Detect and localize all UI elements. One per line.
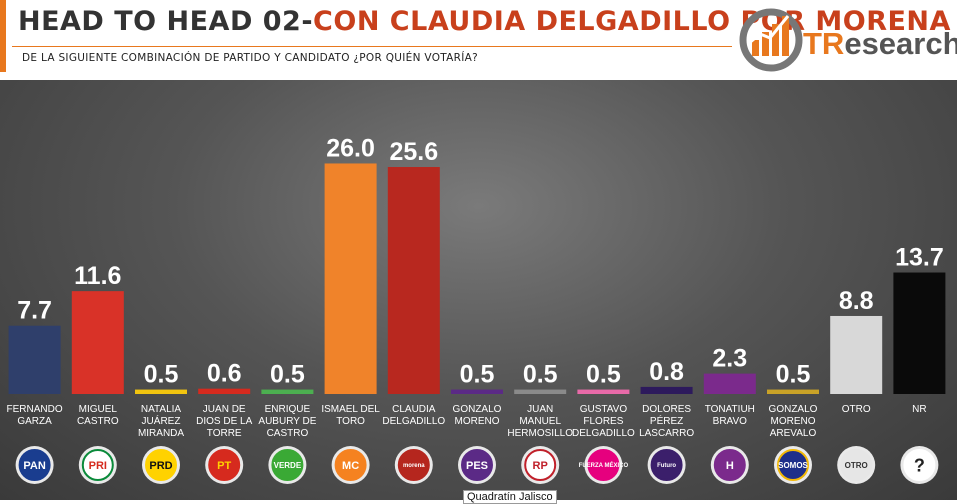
svg-text:PAN: PAN xyxy=(23,460,45,472)
party-logo-icon: PAN xyxy=(15,446,54,484)
party-logo-icon: SOMOS xyxy=(774,446,812,484)
title-divider xyxy=(12,46,732,47)
party-logo-icon: H xyxy=(710,446,749,484)
party-logo-icon: morena xyxy=(394,446,433,484)
tresearch-logo: TResearch xyxy=(738,4,957,74)
bar-6 xyxy=(324,163,377,394)
chart-title: HEAD TO HEAD 02-CON CLAUDIA DELGADILLO P… xyxy=(18,6,951,37)
bar-chart: 7.7 FERNANDO GARZA PAN 11.6 MIGUEL CASTRO PRI 0.… xyxy=(7,134,946,484)
svg-text:?: ? xyxy=(914,455,925,475)
bar-7 xyxy=(387,167,440,394)
svg-text:H: H xyxy=(726,460,734,472)
party-logo-icon: OTRO xyxy=(837,446,876,484)
svg-text:morena: morena xyxy=(403,463,425,469)
bar-value-label: 8.8 xyxy=(839,287,874,315)
category-label: GONZALO MORENO xyxy=(453,404,502,427)
bar-value-label: 26.0 xyxy=(326,134,375,162)
category-label: TONATIUH BRAVO xyxy=(705,404,755,427)
svg-text:SOMOS: SOMOS xyxy=(778,461,808,470)
source-tooltip: Quadratín Jalisco xyxy=(463,490,557,504)
party-logo-icon: VERDE xyxy=(268,446,307,484)
title-part-1: HEAD TO HEAD 02- xyxy=(18,6,314,37)
svg-text:PES: PES xyxy=(466,460,488,472)
category-label: ENRIQUE AUBURY DE CASTRO xyxy=(258,404,316,439)
bar-value-label: 0.5 xyxy=(270,361,305,389)
chart-header: HEAD TO HEAD 02-CON CLAUDIA DELGADILLO P… xyxy=(0,0,957,80)
bar-8 xyxy=(451,389,503,394)
svg-text:PRD: PRD xyxy=(149,460,172,472)
bar-2 xyxy=(71,291,124,394)
category-label: OTRO xyxy=(842,404,871,415)
accent-bar xyxy=(0,0,6,72)
bar-15 xyxy=(893,272,946,394)
chart-subtitle: DE LA SIGUIENTE COMBINACIÓN DE PARTIDO Y… xyxy=(22,52,479,64)
party-logo-icon: Futuro xyxy=(647,446,686,484)
bar-value-label: 0.5 xyxy=(144,361,179,389)
category-label: JUAN DE DIOS DE LA TORRE xyxy=(196,404,252,439)
category-label: MIGUEL CASTRO xyxy=(77,404,119,427)
bar-1 xyxy=(8,325,61,394)
logo-wordmark-tr: TR xyxy=(803,26,845,61)
bar-5 xyxy=(261,389,314,394)
category-label: GUSTAVO FLORES DELGADILLO xyxy=(572,404,635,439)
bar-value-label: 0.8 xyxy=(649,358,684,386)
category-label: JUAN MANUEL HERMOSILLO xyxy=(507,404,573,439)
bar-11 xyxy=(640,386,693,394)
category-label: NATALIA JUÁREZ MIRANDA xyxy=(138,404,184,439)
logo-wordmark: TResearch xyxy=(803,26,957,62)
svg-text:PRI: PRI xyxy=(89,460,107,472)
svg-text:FUERZA MÉXICO: FUERZA MÉXICO xyxy=(579,461,629,469)
svg-text:Futuro: Futuro xyxy=(657,463,676,469)
party-logo-icon: ? xyxy=(900,446,939,484)
bar-value-label: 11.6 xyxy=(74,262,121,290)
bar-12 xyxy=(703,373,756,394)
category-label: GONZALO MORENO AREVALO xyxy=(769,404,818,439)
bar-value-label: 0.5 xyxy=(776,361,811,389)
category-label: CLAUDIA DELGADILLO xyxy=(382,404,445,427)
svg-text:PT: PT xyxy=(217,460,231,472)
title-part-2: CON CLAUDIA DELGADILLO POR MORENA xyxy=(313,6,951,37)
svg-text:MC: MC xyxy=(342,460,359,472)
bar-value-label: 0.5 xyxy=(460,361,495,389)
party-logo-icon: FUERZA MÉXICO xyxy=(579,446,629,484)
category-label: DOLORES PÉREZ LASCARRO xyxy=(639,404,694,439)
bar-value-label: 0.6 xyxy=(207,360,242,388)
bar-value-label: 13.7 xyxy=(895,244,944,272)
bar-4 xyxy=(198,388,251,394)
party-logo-icon: RP xyxy=(521,446,560,484)
bar-3 xyxy=(135,389,187,394)
party-logo-icon: PT xyxy=(205,446,244,484)
bar-13 xyxy=(767,389,819,394)
chart-plot-area: 7.7 FERNANDO GARZA PAN 11.6 MIGUEL CASTRO PRI 0.… xyxy=(0,80,957,500)
svg-text:VERDE: VERDE xyxy=(274,461,302,470)
category-label: NR xyxy=(912,404,926,415)
category-label: FERNANDO GARZA xyxy=(7,404,63,427)
bar-value-label: 7.7 xyxy=(17,297,52,325)
bar-10 xyxy=(577,389,630,394)
party-logo-icon: PRD xyxy=(142,446,180,484)
party-logo-icon: PRI xyxy=(78,446,117,484)
svg-text:OTRO: OTRO xyxy=(845,461,868,470)
bar-14 xyxy=(830,315,883,394)
svg-text:RP: RP xyxy=(533,460,548,472)
logo-wordmark-rest: esearch xyxy=(844,26,957,61)
party-logo-icon: PES xyxy=(458,446,496,484)
category-label: ISMAEL DEL TORO xyxy=(321,404,380,427)
bar-value-label: 25.6 xyxy=(389,138,438,166)
bar-value-label: 0.5 xyxy=(586,361,621,389)
bar-value-label: 0.5 xyxy=(523,361,558,389)
bar-9 xyxy=(514,389,567,394)
party-logo-icon: MC xyxy=(331,446,370,484)
bar-value-label: 2.3 xyxy=(712,345,747,373)
logo-mark-icon xyxy=(739,8,803,72)
